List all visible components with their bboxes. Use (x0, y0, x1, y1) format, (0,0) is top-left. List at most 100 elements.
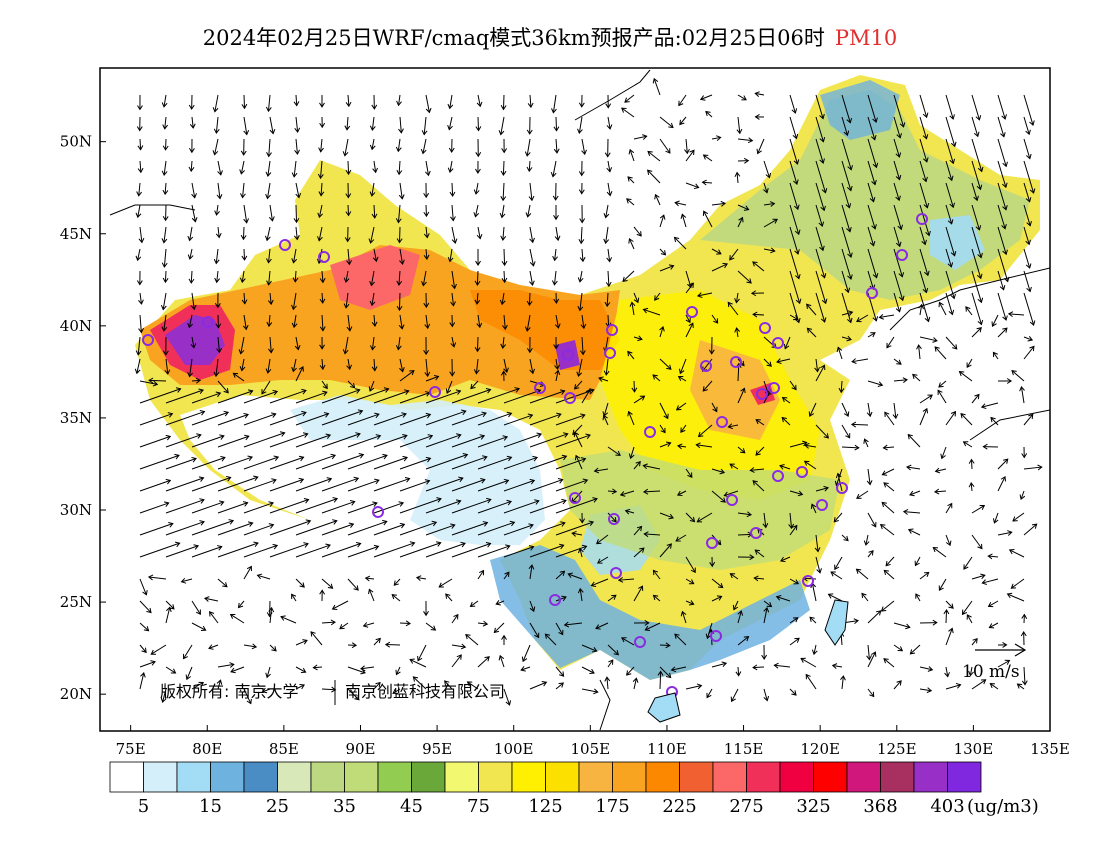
lon-tick-label: 105E (571, 740, 611, 758)
wind-arrow (966, 614, 973, 624)
wind-arrow (425, 523, 456, 536)
wind-arrow (841, 226, 853, 259)
wind-arrow (399, 358, 405, 373)
wind-arrow (971, 504, 986, 514)
wind-arrow (190, 336, 197, 349)
wind-arrow (317, 226, 323, 242)
wind-arrow (971, 327, 982, 338)
wind-arrow (136, 116, 143, 132)
wind-arrow (373, 522, 406, 536)
wind-arrow (395, 138, 402, 153)
wind-arrow (373, 433, 408, 448)
wind-arrow (544, 633, 557, 646)
wind-arrow (501, 634, 507, 646)
wind-arrow (971, 204, 982, 231)
wind-arrow (319, 94, 325, 108)
wind-arrow (214, 270, 221, 284)
wind-arrow (867, 94, 878, 124)
wind-arrow (212, 138, 219, 156)
wind-arrow (884, 411, 895, 426)
wind-arrow (677, 443, 687, 450)
wind-arrow (971, 637, 978, 646)
station-marker (866, 287, 878, 299)
wind-arrow (529, 600, 536, 613)
wind-arrow (321, 500, 356, 514)
wind-arrow (962, 441, 973, 448)
wind-arrow (345, 160, 352, 176)
wind-arrow (841, 444, 860, 451)
wind-arrow (165, 606, 172, 624)
wind-arrow (841, 182, 852, 209)
wind-arrow (417, 644, 427, 662)
wind-arrow (607, 488, 618, 495)
wind-arrow (240, 138, 247, 156)
wind-arrow (474, 292, 481, 305)
latitude-axis: 50N 45N 40N 35N 30N 25N 20N (60, 133, 106, 703)
wind-arrow (160, 292, 167, 311)
wind-arrow (841, 204, 852, 233)
wind-arrow (165, 600, 175, 610)
wind-arrow (881, 501, 895, 514)
colorbar-swatch (444, 761, 479, 793)
wind-arrow (867, 610, 882, 624)
wind-arrow (162, 116, 169, 130)
wind-arrow (577, 116, 583, 135)
colorbar-tick-label: 325 (796, 796, 830, 817)
wind-arrow (528, 564, 535, 580)
wind-arrow (552, 248, 558, 262)
wind-arrow (318, 182, 325, 197)
wind-arrow (631, 380, 638, 393)
wind-arrow (711, 314, 719, 324)
wind-arrow (674, 633, 687, 646)
wind-arrow (752, 480, 765, 492)
northeast-blue-patch (820, 80, 900, 140)
wind-arrow (243, 204, 250, 224)
wind-arrow (425, 374, 440, 382)
wind-arrow (919, 226, 927, 246)
wind-arrow (1021, 666, 1028, 686)
wind-arrow (473, 182, 480, 195)
wind-arrow (945, 534, 952, 547)
wind-arrow (450, 292, 456, 307)
wind-arrow (474, 336, 481, 353)
wind-arrow (934, 467, 947, 474)
wind-arrow (997, 475, 1007, 492)
wind-arrow (789, 688, 797, 696)
wind-arrow (763, 160, 772, 179)
copyright-left: 版权所有: 南京大学 (160, 682, 298, 701)
wind-arrow (633, 134, 648, 140)
wind-arrow (399, 479, 431, 492)
station-marker (372, 506, 384, 518)
wind-arrow (503, 523, 534, 536)
station-marker (768, 382, 780, 394)
wind-arrow (187, 226, 194, 242)
colorbar-tick-label: 368 (863, 796, 897, 817)
wind-arrow (945, 248, 954, 268)
wind-arrow (831, 663, 843, 669)
wind-arrow (241, 292, 248, 305)
colorbar-swatch (143, 761, 178, 793)
wind-arrow (915, 593, 921, 602)
wind-arrow (815, 94, 825, 120)
wind-arrow (624, 94, 635, 103)
wind-arrow (239, 270, 246, 284)
wind-arrow (477, 569, 485, 580)
wind-arrow (893, 182, 901, 202)
wind-arrow (711, 135, 722, 141)
wind-arrow (399, 520, 438, 536)
wind-arrow (989, 683, 999, 690)
station-marker (716, 416, 728, 428)
map-frame (99, 67, 1051, 732)
wind-arrow (919, 407, 929, 426)
wind-arrow (647, 150, 661, 162)
wind-arrow (752, 664, 765, 671)
wind-arrow (291, 248, 298, 264)
wind-arrow (893, 680, 902, 690)
wind-arrow (643, 531, 661, 538)
wind-arrow (750, 290, 765, 297)
wind-arrow (633, 226, 642, 237)
wind-arrow (988, 622, 999, 629)
wind-arrow (371, 94, 378, 110)
wind-arrow (280, 615, 297, 624)
wind-arrow (916, 344, 922, 360)
